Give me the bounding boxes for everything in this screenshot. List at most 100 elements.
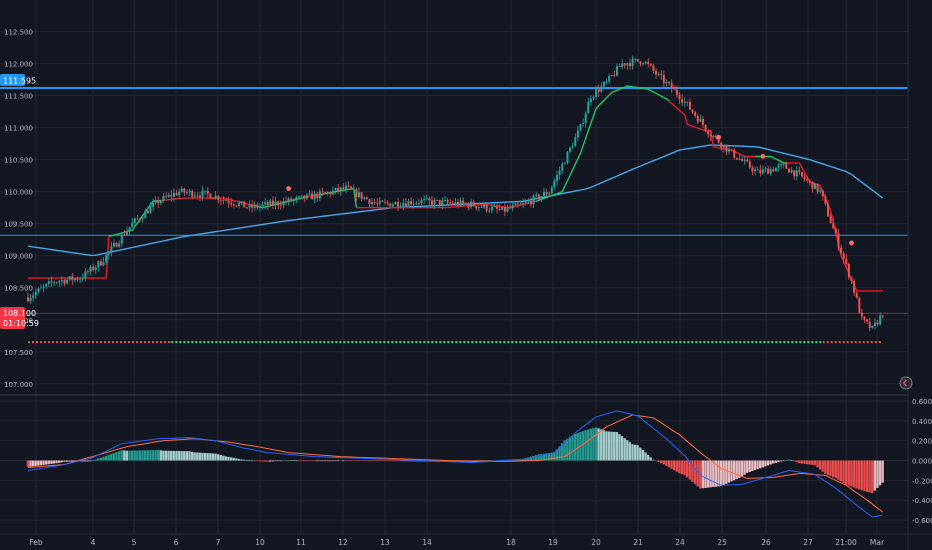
candle-body <box>754 169 757 172</box>
candle-body <box>436 199 439 201</box>
candle-body <box>816 183 819 192</box>
candle-body <box>863 316 866 320</box>
candle-body <box>118 243 121 247</box>
macd-histogram-bar <box>615 432 619 461</box>
candle-body <box>29 297 32 302</box>
candle-body <box>42 286 45 288</box>
macd-histogram-bar <box>555 449 559 461</box>
candle-body <box>506 207 509 212</box>
macd-histogram-bar <box>456 460 460 463</box>
candle-body <box>399 206 402 207</box>
candle-body <box>149 206 152 214</box>
candle-body <box>741 158 744 161</box>
candle-body <box>485 204 488 211</box>
candle-body <box>811 181 814 190</box>
x-tick-label: 7 <box>216 538 221 547</box>
macd-histogram-bar <box>89 460 92 462</box>
macd-histogram-bar <box>318 460 321 462</box>
macd-histogram-bar <box>386 460 389 462</box>
macd-histogram-bar <box>667 460 671 468</box>
x-tick-label: 21:00 <box>835 538 857 547</box>
macd-histogram-bar <box>394 460 397 462</box>
macd-histogram-bar <box>816 460 819 468</box>
candle-body <box>378 200 381 204</box>
candle-body <box>185 192 188 194</box>
candle-body <box>282 201 285 206</box>
last-price-tag <box>0 307 25 329</box>
macd-histogram-bar <box>295 460 298 462</box>
x-tick-label: 6 <box>174 538 179 547</box>
macd-histogram-bar <box>143 450 147 461</box>
macd-histogram-bar <box>839 460 843 482</box>
candle-body <box>339 187 342 192</box>
candle-body <box>417 202 420 204</box>
macd-histogram-bar <box>454 460 457 463</box>
candle-body <box>801 172 803 177</box>
candle-body <box>58 281 61 283</box>
candle-body <box>188 190 191 193</box>
macd-histogram-bar <box>203 452 207 461</box>
macd-histogram-bar <box>553 452 556 461</box>
candle-body <box>102 262 105 266</box>
candle-body <box>701 118 704 125</box>
candle-body <box>159 200 162 204</box>
macd-histogram-bar <box>263 460 267 462</box>
macd-histogram-bar <box>177 451 181 461</box>
scroll-to-realtime-button[interactable] <box>899 376 913 390</box>
candle-body <box>621 63 624 67</box>
macd-pane[interactable] <box>26 410 884 518</box>
candle-body <box>397 202 400 207</box>
macd-histogram-bar <box>157 450 160 461</box>
candle-body <box>175 193 178 196</box>
macd-histogram-bar <box>269 460 272 462</box>
macd-histogram-bar <box>292 460 295 461</box>
candle-body <box>644 61 647 64</box>
x-tick-label: 19 <box>548 538 558 547</box>
candle-body <box>649 64 652 66</box>
candle-body <box>386 202 389 204</box>
macd-histogram-bar <box>276 460 280 462</box>
candle-body <box>295 197 298 200</box>
price-pane[interactable] <box>0 55 908 344</box>
candle-body <box>245 207 248 209</box>
candle-body <box>183 188 186 193</box>
candle-body <box>858 297 861 313</box>
candle-body <box>605 81 608 83</box>
macd-histogram-bar <box>722 460 725 485</box>
macd-histogram-bar <box>876 460 879 488</box>
macd-histogram-bar <box>29 460 32 467</box>
macd-histogram-bar <box>631 444 634 461</box>
macd-histogram-bar <box>102 456 105 461</box>
candle-body <box>798 170 801 173</box>
candle-body <box>535 194 538 196</box>
candle-body <box>707 130 710 135</box>
macd-histogram-bar <box>863 460 866 492</box>
candle-body <box>60 279 63 282</box>
candle-body <box>227 200 230 203</box>
candle-body <box>157 200 160 204</box>
candle-body <box>855 292 858 298</box>
macd-histogram-bar <box>865 460 869 492</box>
x-tick-label: 20 <box>591 538 601 547</box>
macd-histogram-bar <box>777 460 780 463</box>
macd-histogram-bar <box>123 450 126 461</box>
candle-body <box>587 102 590 114</box>
macd-histogram-bar <box>811 460 814 465</box>
candle-body <box>311 193 314 200</box>
candle-body <box>209 193 212 199</box>
x-tick-label: 11 <box>296 538 306 547</box>
macd-histogram-bar <box>759 460 762 469</box>
candle-body <box>827 203 830 217</box>
macd-histogram-bar <box>743 460 746 475</box>
macd-histogram-bar <box>86 460 89 462</box>
candle-body <box>180 188 183 192</box>
macd-histogram-bar <box>774 460 777 463</box>
candle-body <box>871 325 874 329</box>
macd-histogram-bar <box>297 460 301 462</box>
candle-body <box>803 176 806 180</box>
macd-histogram-bar <box>159 450 162 461</box>
candle-body <box>253 204 256 208</box>
candle-body <box>303 195 306 199</box>
candle-body <box>527 200 530 202</box>
